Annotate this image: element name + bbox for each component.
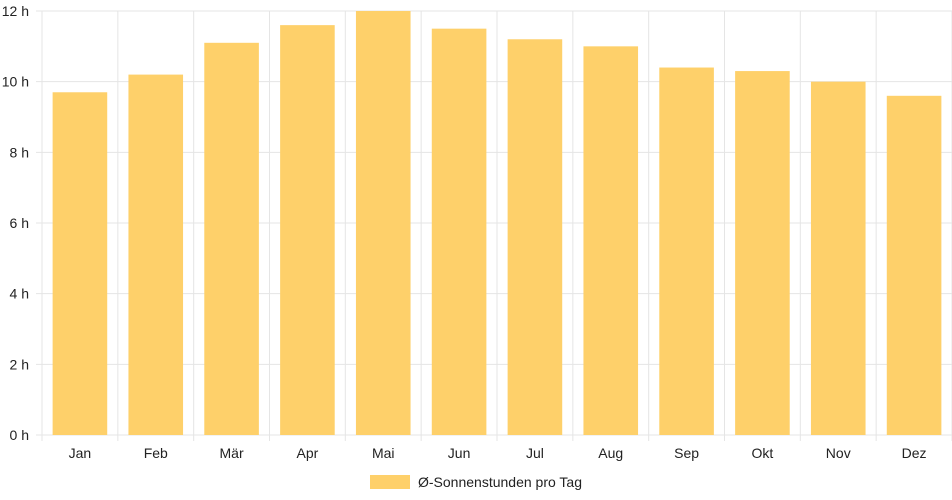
bar-dez[interactable] (886, 95, 942, 436)
x-tick-label: Mär (220, 445, 244, 461)
bar-nov[interactable] (810, 81, 866, 436)
x-tick-label: Jun (448, 445, 471, 461)
x-axis: Jan Feb Mär Apr Mai Jun Jul Aug Sep Okt Nov Dez (69, 445, 927, 461)
bar-jul[interactable] (507, 39, 563, 436)
x-tick-label: Dez (902, 445, 927, 461)
bar-sep[interactable] (659, 67, 714, 436)
bar-mai[interactable] (355, 11, 411, 435)
x-tick-label: Sep (674, 445, 699, 461)
x-tick-label: Okt (752, 445, 774, 461)
x-tick-label: Apr (297, 445, 319, 461)
y-tick-label: 6 h (10, 215, 29, 231)
bar-jun[interactable] (431, 28, 487, 436)
bar-aug[interactable] (583, 46, 639, 435)
grid (36, 10, 952, 441)
x-tick-label: Nov (826, 445, 851, 461)
y-tick-label: 2 h (10, 356, 29, 372)
y-tick-label: 10 h (2, 74, 29, 90)
x-tick-label: Jul (526, 445, 544, 461)
legend-swatch[interactable] (370, 475, 410, 489)
x-tick-label: Aug (598, 445, 623, 461)
x-tick-label: Feb (144, 445, 168, 461)
legend[interactable]: Ø-Sonnenstunden pro Tag (370, 474, 582, 490)
bar-okt[interactable] (735, 71, 790, 436)
bars (52, 11, 942, 436)
y-tick-label: 0 h (10, 427, 29, 443)
bar-apr[interactable] (280, 25, 335, 436)
x-tick-label: Jan (69, 445, 92, 461)
y-axis: 0 h 2 h 4 h 6 h 8 h 10 h 12 h (2, 3, 29, 443)
bar-jan[interactable] (52, 92, 108, 436)
y-tick-label: 12 h (2, 3, 29, 19)
bar-mär[interactable] (204, 42, 259, 436)
x-tick-label: Mai (372, 445, 395, 461)
y-tick-label: 8 h (10, 144, 29, 160)
legend-label[interactable]: Ø-Sonnenstunden pro Tag (418, 474, 582, 490)
bar-feb[interactable] (128, 74, 184, 435)
y-tick-label: 4 h (10, 286, 29, 302)
